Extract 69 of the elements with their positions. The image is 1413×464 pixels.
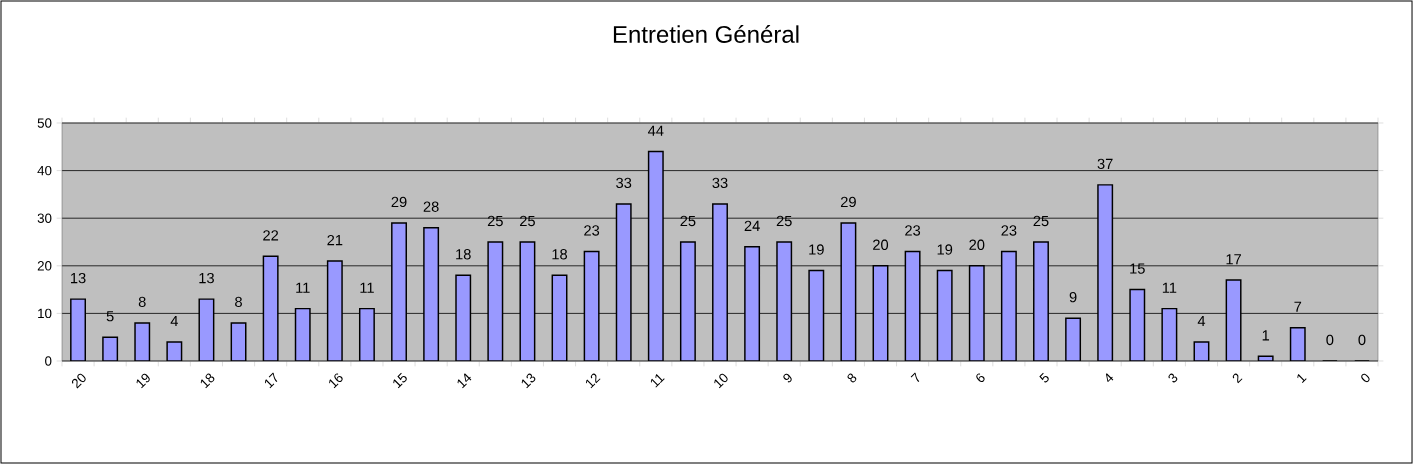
x-tick-label: 6 — [976, 373, 985, 383]
x-tick-label: 8 — [847, 373, 857, 383]
x-tick-label: 2 — [1232, 373, 1243, 384]
y-tick-label: 40 — [37, 165, 52, 176]
x-tick-label: 17 — [264, 372, 278, 389]
x-tick-label: 10 — [714, 373, 728, 389]
x-tick-label: 19 — [136, 373, 150, 389]
data-label: 24 — [744, 220, 760, 231]
x-tick-label: 12 — [585, 373, 601, 389]
x-tick-label: 18 — [200, 373, 215, 389]
data-label: 29 — [391, 196, 407, 208]
data-label: 20 — [873, 239, 889, 250]
y-tick-label: 30 — [37, 213, 52, 223]
data-label: 22 — [263, 230, 279, 241]
data-label: 11 — [296, 282, 310, 293]
data-label: 25 — [1033, 215, 1049, 227]
data-label: 4 — [170, 316, 178, 327]
data-label: 8 — [138, 296, 146, 308]
data-label: 15 — [1130, 263, 1145, 274]
x-tick-label: 20 — [71, 373, 86, 389]
data-label: 37 — [1097, 158, 1113, 170]
data-label: 17 — [1226, 254, 1241, 265]
x-tick-label: 16 — [329, 373, 343, 389]
data-label: 23 — [1001, 225, 1017, 236]
x-tick-label: 5 — [1039, 372, 1049, 383]
data-label: 19 — [937, 244, 953, 255]
x-tick-label: 0 — [1361, 373, 1370, 383]
x-tick-label: 7 — [910, 372, 920, 383]
data-label: 1 — [1262, 330, 1270, 341]
data-label: 25 — [680, 215, 696, 227]
data-label: 8 — [235, 296, 242, 308]
y-tick-label: 0 — [45, 356, 52, 366]
data-label: 5 — [106, 311, 114, 322]
data-label: 11 — [360, 282, 374, 293]
x-tick-label: 3 — [1168, 373, 1178, 383]
x-tick-label: 9 — [783, 373, 792, 383]
data-label: 11 — [1162, 282, 1177, 293]
x-tick-label: 1 — [1297, 374, 1307, 384]
data-label: 0 — [1358, 334, 1366, 346]
data-label: 44 — [647, 125, 664, 136]
data-label: 33 — [712, 177, 728, 189]
data-label: 4 — [1197, 316, 1206, 327]
x-tick-label: 13 — [521, 373, 536, 389]
y-tick-label: 50 — [37, 118, 52, 128]
data-label: 33 — [616, 177, 632, 189]
data-label: 0 — [1326, 334, 1334, 346]
data-label: 20 — [969, 239, 985, 250]
chart-title: Entretien Général — [613, 25, 799, 43]
x-tick-label: 15 — [393, 372, 407, 389]
data-label: 25 — [519, 215, 535, 227]
x-tick-label: 11 — [650, 374, 665, 388]
y-tick-label: 10 — [38, 308, 52, 319]
data-label: 7 — [1294, 301, 1302, 312]
data-label: 18 — [456, 249, 471, 260]
data-label: 9 — [1069, 291, 1077, 303]
data-label: 21 — [327, 234, 343, 246]
data-label: 23 — [584, 225, 600, 236]
data-label: 18 — [552, 249, 568, 260]
y-tick-label: 20 — [37, 261, 52, 271]
data-label: 25 — [487, 215, 503, 227]
data-label: 29 — [840, 196, 856, 208]
data-label: 25 — [776, 215, 792, 227]
data-label: 13 — [71, 272, 86, 284]
x-tick-label: 14 — [457, 373, 472, 389]
data-label: 19 — [809, 244, 824, 255]
data-label: 28 — [423, 201, 439, 212]
data-label: 23 — [905, 225, 921, 236]
data-label: 13 — [199, 272, 214, 284]
x-tick-label: 4 — [1105, 373, 1114, 383]
